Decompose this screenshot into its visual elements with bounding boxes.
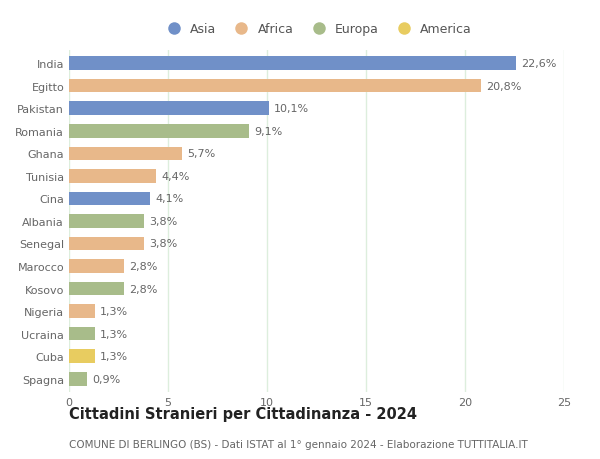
Text: COMUNE DI BERLINGO (BS) - Dati ISTAT al 1° gennaio 2024 - Elaborazione TUTTITALI: COMUNE DI BERLINGO (BS) - Dati ISTAT al … [69, 440, 528, 449]
Bar [69, 327, 95, 341]
Bar [69, 102, 269, 116]
Text: Cittadini Stranieri per Cittadinanza - 2024: Cittadini Stranieri per Cittadinanza - 2… [69, 406, 417, 421]
Bar [69, 282, 124, 296]
Bar [69, 260, 124, 273]
Text: 2,8%: 2,8% [130, 284, 158, 294]
Bar [69, 372, 87, 386]
Bar [69, 215, 144, 228]
Bar [69, 147, 182, 161]
Bar [69, 170, 156, 183]
Text: 2,8%: 2,8% [130, 262, 158, 271]
Bar [69, 80, 481, 93]
Text: 9,1%: 9,1% [254, 127, 283, 136]
Bar [69, 237, 144, 251]
Bar [69, 305, 95, 318]
Text: 3,8%: 3,8% [149, 239, 178, 249]
Bar [69, 350, 95, 363]
Text: 20,8%: 20,8% [486, 82, 521, 91]
Text: 10,1%: 10,1% [274, 104, 309, 114]
Bar [69, 57, 517, 71]
Bar [69, 192, 150, 206]
Text: 1,3%: 1,3% [100, 352, 128, 361]
Text: 1,3%: 1,3% [100, 307, 128, 316]
Text: 0,9%: 0,9% [92, 374, 120, 384]
Text: 5,7%: 5,7% [187, 149, 215, 159]
Bar [69, 125, 249, 138]
Text: 1,3%: 1,3% [100, 329, 128, 339]
Text: 4,4%: 4,4% [161, 172, 190, 181]
Text: 3,8%: 3,8% [149, 217, 178, 226]
Legend: Asia, Africa, Europa, America: Asia, Africa, Europa, America [157, 18, 476, 41]
Text: 4,1%: 4,1% [155, 194, 184, 204]
Text: 22,6%: 22,6% [521, 59, 557, 69]
